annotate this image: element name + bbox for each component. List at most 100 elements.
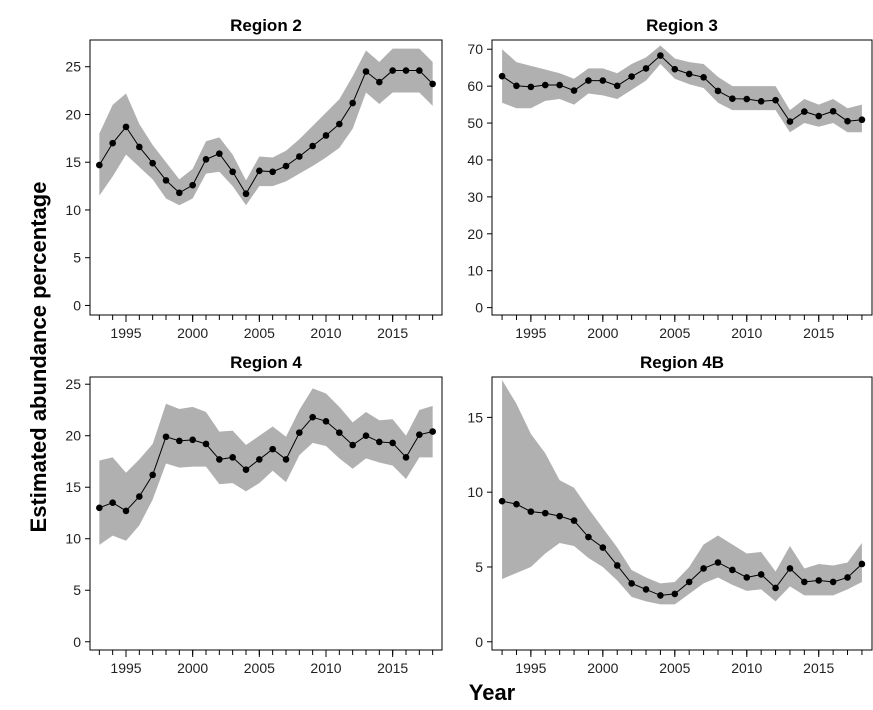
region-4-data-point (109, 499, 116, 506)
region-4b-data-point (700, 565, 707, 572)
region-2-data-point (309, 142, 316, 150)
region-3-data-point (498, 72, 506, 80)
region-4-data-point (202, 440, 210, 448)
region-3-confidence-band (502, 45, 862, 133)
region-4b-data-point (613, 562, 621, 569)
region-3-data-point (829, 107, 837, 115)
region-2-data-point (322, 132, 330, 139)
region-2-x-tick-label: 2005 (244, 325, 275, 341)
region-2-data-point (229, 168, 236, 176)
region-4b-data-point (786, 565, 794, 572)
region-4b-x-tick-label: 2000 (587, 660, 618, 676)
region-3-data-point (757, 97, 765, 105)
region-4-y-tick-label: 5 (73, 582, 81, 598)
region-2-data-point (402, 67, 410, 74)
region-2-data-point (416, 67, 423, 74)
region-3-x-tick-label: 2010 (731, 325, 762, 341)
region-2-data-point (96, 161, 103, 169)
region-4b-title: Region 4B (640, 353, 724, 372)
region-4-data-point (362, 432, 370, 440)
region-2-x-tick-label: 2000 (177, 325, 208, 341)
region-3-y-tick-label: 70 (467, 41, 483, 57)
region-4b-data-point (599, 544, 607, 551)
region-4-data-point (322, 417, 330, 425)
region-4b-data-point (570, 517, 578, 524)
region-4-panel: Region 4 0 5 10 15 20 25 1995 2000 2005 2010 2015 (65, 353, 443, 676)
region-3-data-point (772, 96, 779, 104)
region-4-data-point (242, 466, 250, 474)
region-4b-data-point (714, 559, 722, 566)
region-4-x-tick-label: 2010 (310, 660, 341, 676)
region-2-data-point (282, 162, 290, 170)
region-3-data-point (685, 70, 693, 78)
region-4b-x-tick-label: 2010 (731, 660, 762, 676)
region-2-data-point (429, 80, 436, 88)
region-2-y-tick-label: 20 (65, 106, 81, 122)
region-4-data-point (256, 456, 263, 463)
region-4-x-tick-label: 2005 (244, 660, 275, 676)
region-4-title: Region 4 (230, 353, 302, 372)
region-3-title: Region 3 (646, 16, 718, 35)
region-3-y-tick-label: 20 (467, 226, 483, 242)
region-4-data-point (429, 428, 436, 435)
region-4b-data-point (844, 574, 851, 581)
region-3-data-point (671, 65, 679, 73)
region-4-data-point (122, 507, 130, 515)
region-4b-data-point (729, 566, 736, 574)
region-4b-x-tick-label: 2015 (803, 660, 834, 676)
region-2-x-tick-label: 1995 (110, 325, 141, 341)
region-2-data-point (256, 167, 263, 175)
region-4-y-tick-label: 10 (65, 531, 81, 547)
region-4b-y-tick-label: 15 (467, 409, 483, 425)
region-2-y-tick-label: 10 (65, 202, 81, 218)
region-4b-data-point (527, 508, 535, 515)
region-3-x-tick-label: 2015 (803, 325, 834, 341)
region-4-y-tick-label: 25 (65, 376, 81, 392)
region-4-confidence-band (99, 388, 433, 545)
region-3-x-tick-label: 2005 (659, 325, 690, 341)
region-4b-data-point (556, 512, 563, 520)
region-4b-data-point (815, 577, 823, 584)
region-4-data-point (96, 504, 103, 512)
region-4b-data-point (858, 560, 866, 568)
region-4-y-tick-label: 15 (65, 479, 81, 495)
region-3-x-tick-label: 2000 (587, 325, 618, 341)
region-4b-data-point (685, 578, 693, 586)
region-3-x-tick-label: 1995 (515, 325, 546, 341)
region-4-data-point (229, 454, 236, 461)
region-2-confidence-band (99, 48, 433, 206)
region-3-data-point (541, 81, 549, 89)
region-3-data-point (570, 87, 578, 94)
region-3-panel: Region 3 0 10 20 30 40 50 60 70 1995 2000 2005 2010 2… (467, 16, 873, 341)
region-3-data-point (527, 83, 535, 91)
region-4b-data-point (628, 580, 635, 587)
region-2-data-point (389, 67, 396, 74)
region-4-data-point (269, 445, 276, 453)
region-2-data-point (349, 99, 356, 107)
region-3-data-point (729, 95, 736, 102)
region-4b-y-tick-label: 0 (475, 634, 483, 650)
region-3-data-point (513, 82, 520, 90)
region-4b-x-tick-label: 1995 (515, 660, 546, 676)
region-4b-data-point (829, 578, 837, 586)
region-2-data-point (162, 177, 170, 184)
region-3-data-point (844, 117, 851, 125)
region-3-y-tick-label: 60 (467, 78, 483, 94)
region-4b-data-point (513, 500, 520, 508)
region-3-data-point (599, 77, 607, 84)
region-4-data-point (176, 437, 183, 445)
region-4b-data-point (757, 571, 765, 578)
region-2-x-tick-label: 2015 (377, 325, 408, 341)
y-axis-title: Estimated abundance percentage (26, 182, 51, 533)
region-2-data-point (109, 139, 116, 147)
x-axis-title: Year (469, 680, 516, 705)
region-2-panel: Region 2 0 5 10 15 20 25 1995 2000 2005 2010 2015 (65, 16, 443, 341)
region-4-plot-frame (89, 376, 443, 651)
region-4-data-point (149, 471, 156, 479)
region-3-data-point (743, 95, 751, 103)
region-4-y-tick-label: 20 (65, 428, 81, 444)
region-4-data-point (216, 456, 223, 463)
region-4b-y-tick-label: 5 (475, 559, 483, 575)
region-4b-data-point (541, 509, 549, 517)
